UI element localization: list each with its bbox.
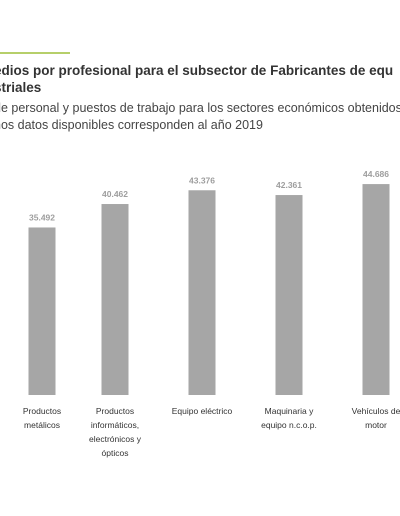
bar-3 — [188, 190, 216, 395]
data-label-2: 40.462 — [102, 189, 128, 199]
title-accent-line — [0, 52, 70, 54]
chart-title-line-2: striales — [0, 80, 42, 95]
chart-subtitle: de personal y puestos de trabajo para lo… — [0, 100, 400, 134]
chart-title: edios por profesional para el subsector … — [0, 62, 400, 96]
x-tick-label-3: Equipo eléctrico — [172, 406, 233, 416]
data-label-4: 42.361 — [276, 180, 302, 190]
chart-subtitle-line-1: de personal y puestos de trabajo para lo… — [0, 101, 400, 115]
x-tick-label-5: Vehículos de motor — [352, 406, 400, 430]
x-tick-label-1: Productos metálicos — [23, 406, 61, 430]
chart-subtitle-line-2: nos datos disponibles corresponden al añ… — [0, 118, 263, 132]
x-tick-label-2: Productos informáticos, electrónicos y ópti… — [89, 406, 142, 458]
data-label-1: 35.492 — [29, 212, 55, 222]
bar-2 — [101, 204, 129, 395]
x-tick-label-4: Maquinaria y equipo n.c.o.p. — [261, 406, 317, 430]
data-label-3: 43.376 — [189, 175, 215, 185]
bar-4 — [275, 195, 303, 395]
chart-title-line-1: edios por profesional para el subsector … — [0, 63, 394, 78]
data-label-5: 44.686 — [363, 169, 389, 179]
bar-1 — [28, 227, 56, 395]
bar-5 — [362, 184, 390, 395]
